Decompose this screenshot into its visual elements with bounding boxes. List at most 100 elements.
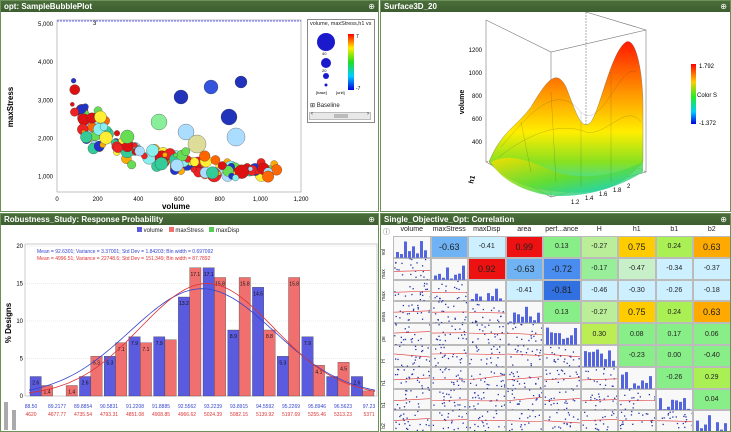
correlation-value-cell[interactable]: -0.23 — [619, 346, 655, 366]
correlation-value-cell[interactable]: -0.37 — [694, 258, 730, 279]
bar-maxstress[interactable] — [164, 339, 177, 397]
matrix-empty-cell[interactable] — [655, 323, 693, 345]
matrix-empty-cell[interactable] — [468, 236, 506, 258]
matrix-histogram-cell[interactable] — [693, 410, 730, 431]
matrix-scatter-cell[interactable] — [580, 410, 618, 431]
matrix-scatter-cell[interactable] — [618, 410, 656, 431]
matrix-header[interactable]: area — [517, 226, 532, 233]
matrix-histogram-cell[interactable] — [543, 323, 581, 345]
matrix-scatter-cell[interactable] — [393, 279, 431, 302]
matrix-scatter-cell[interactable] — [430, 388, 468, 411]
matrix-histogram-cell[interactable] — [393, 236, 431, 258]
bar-maxstress[interactable] — [115, 342, 128, 397]
matrix-row-label[interactable]: b1 — [381, 401, 387, 408]
correlation-value-cell[interactable]: 0.08 — [619, 324, 655, 344]
matrix-scatter-cell[interactable] — [430, 345, 468, 367]
matrix-scatter-cell[interactable] — [468, 366, 506, 389]
matrix-empty-cell[interactable] — [655, 279, 693, 302]
correlation-value-cell[interactable]: -0.26 — [656, 367, 692, 388]
matrix-header[interactable]: b1 — [670, 226, 679, 233]
bar-volume[interactable] — [202, 267, 215, 397]
matrix-empty-cell[interactable] — [655, 366, 693, 389]
matrix-empty-cell[interactable] — [618, 345, 656, 367]
bar-maxstress[interactable] — [362, 390, 375, 397]
matrix-header[interactable]: maxDisp — [473, 226, 501, 233]
correlation-value-cell[interactable]: 0.24 — [656, 237, 692, 257]
correlation-value-cell[interactable]: 0.75 — [619, 302, 655, 323]
matrix-scatter-cell[interactable] — [430, 366, 468, 389]
matrix-scatter-cell[interactable] — [393, 345, 431, 367]
matrix-empty-cell[interactable] — [618, 301, 656, 324]
scroll-right-icon[interactable]: › — [367, 111, 369, 117]
correlation-value-cell[interactable]: -0.30 — [619, 280, 655, 301]
matrix-row-label[interactable]: max — [381, 290, 387, 301]
correlation-value-cell[interactable]: -0.27 — [581, 237, 617, 257]
matrix-empty-cell[interactable] — [468, 257, 506, 280]
matrix-scatter-cell[interactable] — [430, 410, 468, 431]
correlation-value-cell[interactable]: -0.63 — [431, 237, 467, 257]
correlation-value-cell[interactable]: 0.30 — [581, 324, 617, 344]
correlation-value-cell[interactable]: -0.46 — [581, 280, 617, 301]
matrix-empty-cell[interactable] — [693, 279, 730, 302]
matrix-empty-cell[interactable] — [693, 366, 730, 389]
matrix-scatter-cell[interactable] — [430, 301, 468, 324]
matrix-header[interactable]: H — [596, 226, 602, 233]
matrix-histogram-cell[interactable] — [468, 279, 506, 302]
matrix-scatter-cell[interactable] — [393, 257, 431, 280]
matrix-empty-cell[interactable] — [580, 279, 618, 302]
matrix-scatter-cell[interactable] — [393, 410, 431, 431]
baseline-row[interactable]: ⊞ Baseline — [310, 102, 340, 109]
matrix-empty-cell[interactable] — [693, 236, 730, 258]
bar-maxstress[interactable] — [90, 356, 103, 397]
matrix-empty-cell[interactable] — [505, 279, 543, 302]
surface3d-title-bar[interactable]: Surface3D_20 ⊕ — [381, 1, 730, 12]
matrix-scatter-cell[interactable] — [505, 388, 543, 411]
matrix-empty-cell[interactable] — [693, 345, 730, 367]
correlation-matrix[interactable]: ⓘ volume maxStress maxDisp area perf...ance H… — [381, 225, 730, 431]
bar-volume[interactable] — [252, 287, 264, 397]
bar-maxstress[interactable] — [214, 277, 226, 397]
matrix-empty-cell[interactable] — [430, 236, 468, 258]
matrix-row-label[interactable]: pe — [381, 336, 387, 342]
correlation-value-cell[interactable]: -0.41 — [506, 280, 542, 301]
matrix-header[interactable]: b2 — [707, 226, 716, 233]
matrix-empty-cell[interactable] — [580, 257, 618, 280]
matrix-empty-cell[interactable] — [543, 279, 581, 302]
correlation-pin-icon[interactable]: ⊕ — [720, 215, 727, 224]
matrix-histogram-cell[interactable] — [655, 388, 693, 411]
scroll-thumb[interactable] — [334, 114, 348, 118]
correlation-value-cell[interactable]: 0.06 — [694, 324, 730, 344]
correlation-value-cell[interactable]: 0.63 — [694, 237, 730, 257]
matrix-settings-icon[interactable]: ⓘ — [383, 229, 390, 236]
matrix-empty-cell[interactable] — [693, 301, 730, 324]
matrix-empty-cell[interactable] — [618, 323, 656, 345]
matrix-histogram-cell[interactable] — [618, 366, 656, 389]
matrix-empty-cell[interactable] — [580, 323, 618, 345]
correlation-value-cell[interactable]: 0.75 — [619, 237, 655, 257]
matrix-empty-cell[interactable] — [693, 257, 730, 280]
matrix-scatter-cell[interactable] — [543, 345, 581, 367]
matrix-scatter-cell[interactable] — [468, 410, 506, 431]
matrix-empty-cell[interactable] — [543, 301, 581, 324]
matrix-scatter-cell[interactable] — [468, 301, 506, 324]
matrix-row-label[interactable]: H — [381, 359, 387, 363]
matrix-empty-cell[interactable] — [580, 236, 618, 258]
matrix-empty-cell[interactable] — [543, 236, 581, 258]
matrix-histogram-cell[interactable] — [430, 257, 468, 280]
correlation-value-cell[interactable]: 0.99 — [506, 237, 542, 257]
matrix-scatter-cell[interactable] — [543, 410, 581, 431]
matrix-scatter-cell[interactable] — [393, 388, 431, 411]
bar-maxstress[interactable] — [140, 342, 152, 397]
matrix-row-label[interactable]: b2 — [381, 423, 387, 430]
correlation-value-cell[interactable]: -0.72 — [544, 258, 580, 279]
correlation-value-cell[interactable]: 0.00 — [656, 346, 692, 366]
bar-maxstress[interactable] — [238, 277, 251, 397]
matrix-row-label[interactable]: h1 — [381, 379, 387, 386]
correlation-value-cell[interactable]: 0.29 — [694, 367, 730, 388]
scroll-left-icon[interactable]: ‹ — [311, 111, 313, 117]
matrix-histogram-cell[interactable] — [505, 301, 543, 324]
matrix-scatter-cell[interactable] — [393, 323, 431, 345]
matrix-row-label[interactable]: max — [381, 268, 387, 279]
correlation-value-cell[interactable]: -0.63 — [506, 258, 542, 279]
matrix-scatter-cell[interactable] — [468, 345, 506, 367]
